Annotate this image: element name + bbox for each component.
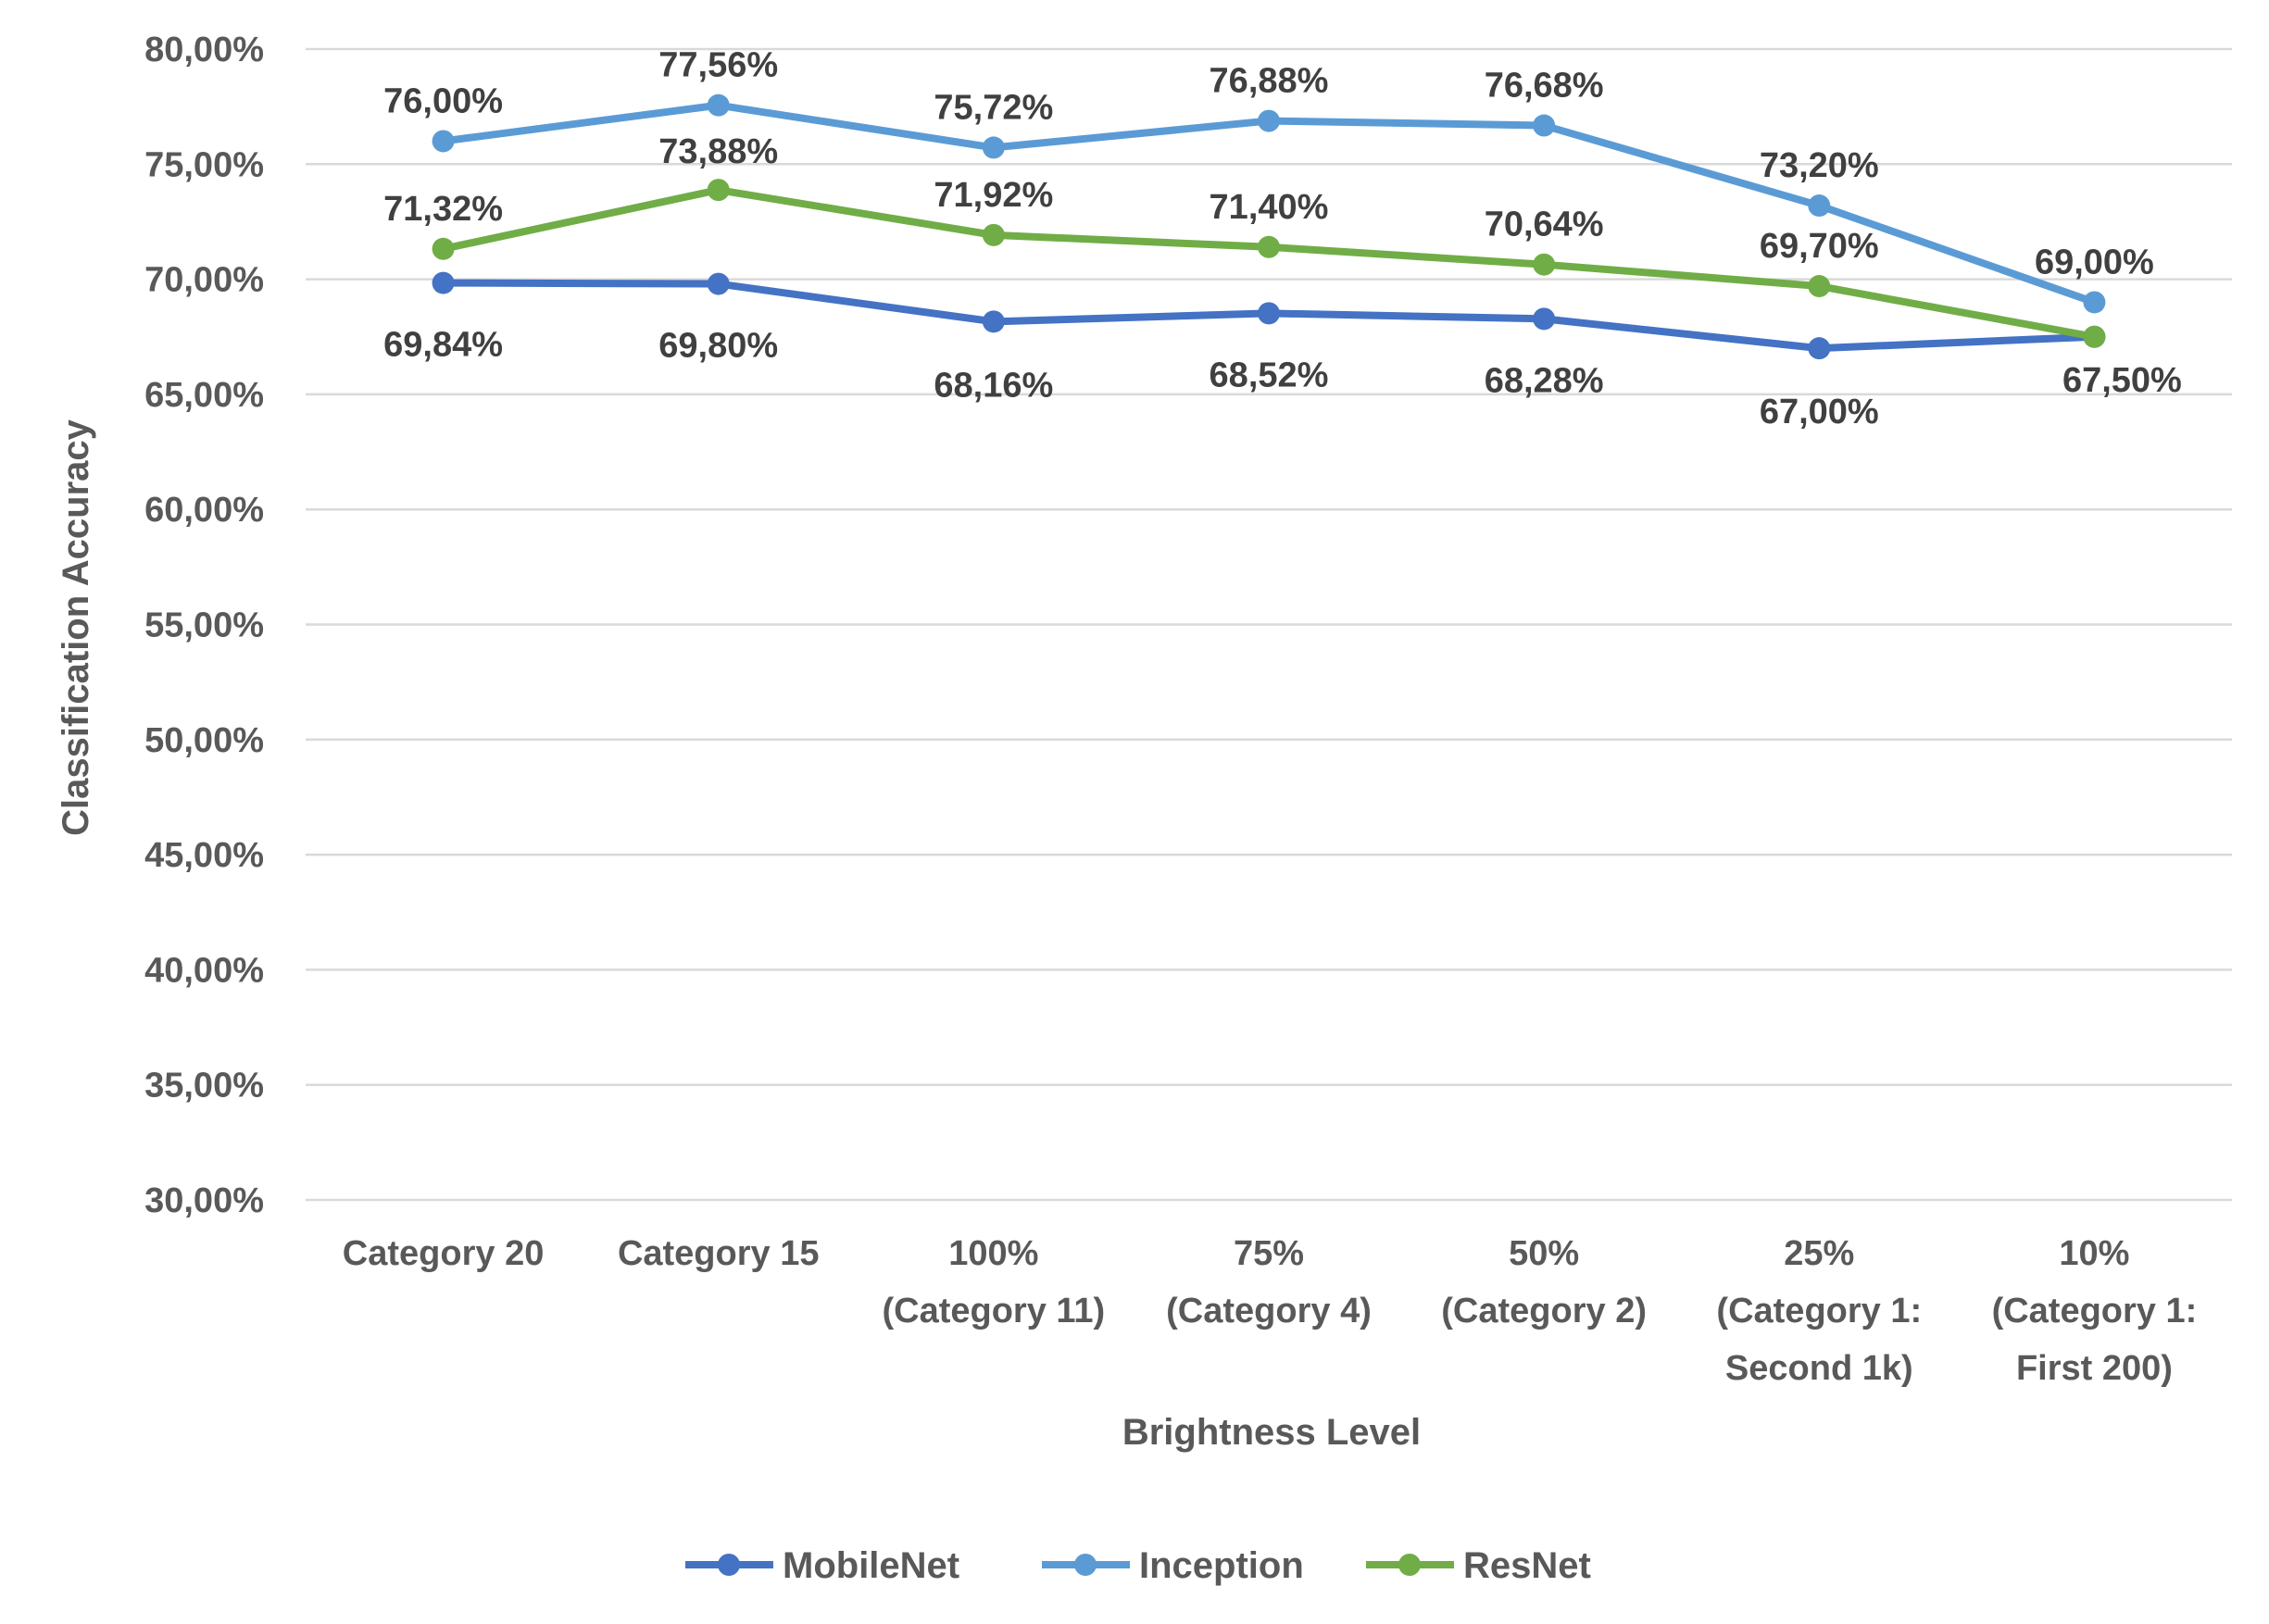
data-label-resnet: 71,32%	[383, 190, 503, 229]
data-label-mobilenet: 68,16%	[934, 366, 1053, 405]
data-point-mobilenet	[1808, 337, 1831, 360]
series	[432, 94, 2106, 360]
data-point-mobilenet	[1533, 307, 1556, 331]
x-tick-label-line: Category 20	[343, 1234, 545, 1273]
x-tick-label-line: 50%	[1509, 1234, 1579, 1273]
x-tick-label-line: 10%	[2059, 1234, 2129, 1273]
data-point-inception	[1808, 194, 1831, 218]
data-label-inception: 75,72%	[934, 88, 1053, 127]
x-axis-ticks: Category 20 Category 15 100% (Category 11) 7…	[343, 1234, 2197, 1388]
legend-label-resnet: ResNet	[1463, 1545, 1591, 1586]
gridlines	[306, 47, 2232, 1202]
x-tick-label-line: (Category 11)	[882, 1292, 1105, 1330]
data-label-mobilenet: 68,52%	[1210, 356, 1329, 394]
data-label-inception: 69,00%	[2035, 243, 2154, 281]
y-tick-label: 60,00%	[144, 491, 264, 530]
data-label-inception: 77,56%	[658, 46, 778, 85]
data-point-inception	[707, 94, 730, 117]
y-tick-label: 40,00%	[144, 951, 264, 990]
data-label-inception: 73,20%	[1760, 146, 1879, 185]
data-point-inception	[982, 136, 1005, 159]
data-point-mobilenet	[707, 272, 730, 295]
legend: MobileNet Inception ResNet	[685, 1545, 1591, 1586]
y-tick-label: 75,00%	[144, 145, 264, 184]
legend-label-inception: Inception	[1139, 1545, 1304, 1586]
data-point-inception	[432, 130, 455, 153]
y-tick-label: 35,00%	[144, 1067, 264, 1106]
y-tick-label: 55,00%	[144, 606, 264, 645]
data-point-inception	[1533, 114, 1556, 137]
x-tick-label: 25% (Category 1: Second 1k)	[1716, 1234, 1922, 1388]
data-point-mobilenet	[432, 271, 455, 294]
data-point-mobilenet	[982, 310, 1005, 333]
y-axis-ticks: 30,00% 35,00% 40,00% 45,00% 50,00% 55,00% 60,0…	[144, 31, 264, 1220]
y-tick-label: 30,00%	[144, 1181, 264, 1220]
data-point-mobilenet	[1258, 302, 1280, 325]
data-label-resnet: 69,70%	[1760, 227, 1879, 266]
data-point-inception	[2083, 291, 2106, 314]
y-tick-label: 80,00%	[144, 31, 264, 69]
x-tick-label: 100% (Category 11)	[882, 1234, 1105, 1330]
x-tick-label-line: 25%	[1784, 1234, 1854, 1273]
data-label-mobilenet: 69,80%	[658, 327, 778, 366]
x-tick-label-line: 75%	[1234, 1234, 1304, 1273]
x-tick-label-line: (Category 4)	[1166, 1292, 1372, 1330]
data-point-resnet	[2083, 325, 2106, 348]
x-tick-label-line: 100%	[948, 1234, 1038, 1273]
data-point-resnet	[1258, 235, 1280, 258]
data-label-mobilenet: 69,84%	[383, 326, 503, 365]
y-axis-title: Classification Accuracy	[56, 418, 96, 836]
data-labels: 69,84% 69,80% 68,16% 68,52% 68,28% 67,00% 76,0…	[383, 46, 2182, 432]
x-axis-title: Brightness Level	[1122, 1412, 1421, 1453]
x-tick-label-line: Second 1k)	[1725, 1349, 1913, 1388]
data-point-inception	[1258, 109, 1280, 132]
y-tick-label: 50,00%	[144, 721, 264, 760]
x-tick-label-line: (Category 2)	[1441, 1292, 1647, 1330]
data-label-resnet: 70,64%	[1485, 206, 1604, 244]
data-label-resnet: 73,88%	[658, 132, 778, 171]
x-tick-label: 75% (Category 4)	[1166, 1234, 1372, 1330]
data-label-mobilenet: 68,28%	[1485, 361, 1604, 400]
y-tick-label: 65,00%	[144, 376, 264, 415]
x-tick-label: 10% (Category 1: First 200)	[1992, 1234, 2198, 1388]
legend-marker-inception	[1074, 1554, 1097, 1576]
data-point-resnet	[432, 237, 455, 260]
x-tick-label: Category 20	[343, 1234, 545, 1273]
data-label-resnet: 71,92%	[934, 176, 1053, 215]
data-point-resnet	[707, 179, 730, 202]
x-tick-label-line: Category 15	[618, 1234, 820, 1273]
x-tick-label-line: (Category 1:	[1992, 1292, 2198, 1330]
data-point-resnet	[1808, 275, 1831, 298]
legend-label-mobilenet: MobileNet	[783, 1545, 959, 1586]
data-label-resnet: 67,50%	[2062, 361, 2182, 400]
x-tick-label: Category 15	[618, 1234, 820, 1273]
legend-marker-mobilenet	[718, 1554, 740, 1576]
data-label-inception: 76,68%	[1485, 67, 1604, 106]
data-label-inception: 76,88%	[1210, 62, 1329, 101]
data-label-inception: 76,00%	[383, 81, 503, 120]
legend-marker-resnet	[1398, 1554, 1421, 1576]
x-tick-label-line: (Category 1:	[1716, 1292, 1922, 1330]
x-tick-label-line: First 200)	[2016, 1349, 2173, 1388]
data-point-resnet	[982, 223, 1005, 246]
x-tick-label: 50% (Category 2)	[1441, 1234, 1647, 1330]
data-point-resnet	[1533, 253, 1556, 276]
y-tick-label: 45,00%	[144, 836, 264, 875]
data-label-resnet: 71,40%	[1210, 188, 1329, 227]
y-tick-label: 70,00%	[144, 261, 264, 300]
data-label-mobilenet: 67,00%	[1760, 393, 1879, 431]
